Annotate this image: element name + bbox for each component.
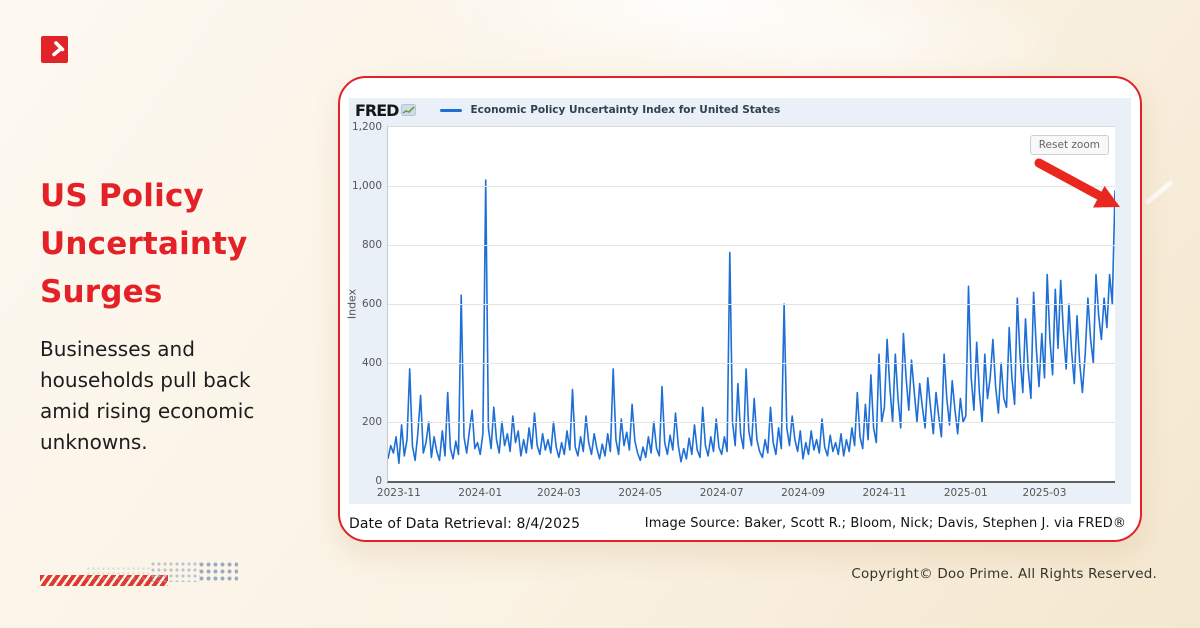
subtitle-line: unknowns. — [40, 430, 148, 454]
y-axis-title: Index — [345, 288, 359, 320]
chart-card: FRED Economic Policy Uncertainty Index f… — [338, 76, 1142, 542]
copyright-text: Copyright© Doo Prime. All Rights Reserve… — [851, 566, 1157, 582]
fred-chart-widget: FRED Economic Policy Uncertainty Index f… — [346, 98, 1131, 504]
white-streak-decoration — [1144, 179, 1174, 206]
gridline — [388, 422, 1115, 423]
subtitle-line: households pull back — [40, 368, 251, 392]
x-axis-tick: 2024-03 — [536, 487, 581, 499]
y-axis-tick: 1,000 — [351, 180, 382, 192]
subtitle-line: amid rising economic — [40, 399, 255, 423]
red-hatch-decoration — [40, 575, 168, 586]
page-title: US Policy Uncertainty Surges — [40, 172, 248, 316]
chart-header: FRED Economic Policy Uncertainty Index f… — [349, 98, 1131, 122]
x-axis-tick: 2024-05 — [618, 487, 663, 499]
gridline — [388, 186, 1115, 187]
y-axis-tick: 1,200 — [351, 121, 382, 133]
x-axis-tick: 2023-11 — [376, 487, 421, 499]
y-axis-tick: 0 — [375, 475, 382, 487]
dot-grid-decoration — [198, 561, 238, 582]
doo-prime-logo-glyph — [52, 41, 65, 57]
x-axis-tick: 2024-07 — [699, 487, 744, 499]
y-axis-tick: 200 — [361, 416, 382, 428]
legend-label: Economic Policy Uncertainty Index for Un… — [470, 104, 781, 116]
fred-logo: FRED — [355, 100, 399, 120]
fred-sparkline-icon — [401, 104, 417, 116]
headline-line-1: US Policy — [40, 178, 204, 214]
legend-line-sample — [440, 108, 463, 112]
y-axis-tick: 600 — [361, 298, 382, 310]
data-retrieval-date: Date of Data Retrieval: 8/4/2025 — [349, 516, 581, 532]
gridline — [388, 245, 1115, 246]
reset-zoom-button[interactable]: Reset zoom — [1029, 135, 1109, 155]
x-axis-tick: 2024-09 — [781, 487, 825, 499]
x-axis-tick: 2024-01 — [458, 487, 503, 499]
x-axis-tick: 2025-01 — [943, 487, 988, 499]
gridline — [388, 304, 1115, 305]
chart-plot-area[interactable]: Index Reset zoom 0 200 400 600 800 1,000 1,200… — [346, 121, 1115, 499]
gridline — [388, 363, 1115, 364]
y-axis-tick: 400 — [361, 357, 382, 369]
headline-line-2: Uncertainty — [40, 226, 248, 262]
image-source-credit: Image Source: Baker, Scott R.; Bloom, Ni… — [644, 516, 1126, 531]
subtitle-text: Businesses and households pull back amid… — [40, 334, 254, 458]
x-axis-tick: 2025-03 — [1022, 487, 1067, 499]
y-axis-tick: 800 — [361, 239, 382, 251]
x-axis-tick: 2024-11 — [862, 487, 907, 499]
epu-line-series — [388, 179, 1115, 465]
doo-prime-logo — [41, 36, 68, 63]
dot-grid-decoration — [150, 561, 200, 582]
spike-annotation-arrow-icon — [1034, 158, 1120, 208]
subtitle-line: Businesses and — [40, 337, 195, 361]
headline-line-3: Surges — [40, 274, 163, 310]
dot-grid-decoration — [86, 566, 152, 581]
